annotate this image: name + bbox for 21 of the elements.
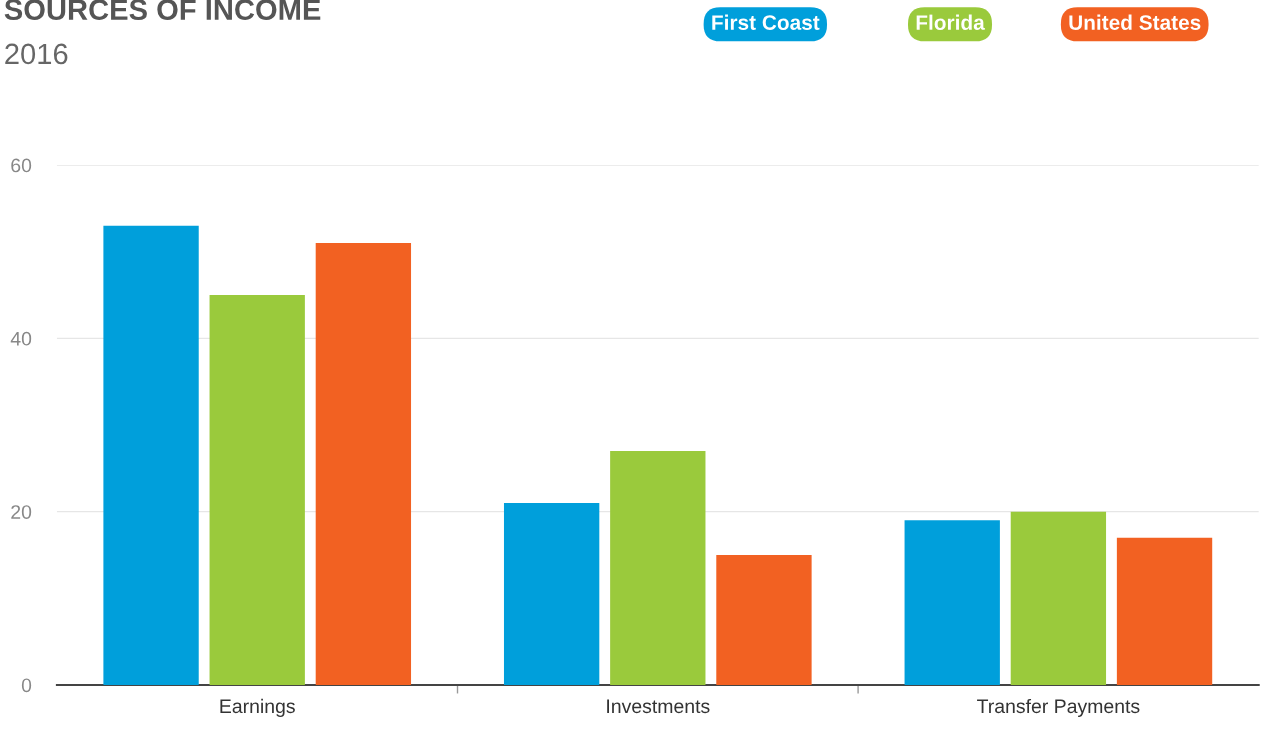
bar: [315, 243, 412, 685]
bar: [904, 520, 1000, 685]
y-tick-label: 0: [21, 678, 32, 693]
text: Florida: [916, 14, 985, 30]
bar: [716, 555, 812, 685]
x-tick-label: Transfer Payments: [977, 698, 1140, 717]
y-tick-label: 40: [10, 331, 32, 346]
bar: [610, 451, 706, 685]
bar: [1116, 537, 1213, 685]
y-tick-label: 60: [11, 158, 32, 173]
y-tick-label: 20: [11, 505, 32, 519]
bar: [503, 503, 600, 685]
bar: [103, 225, 199, 685]
chart-subtitle: 2016: [5, 43, 68, 65]
text: First Coast: [712, 14, 820, 30]
x-tick-label: Investments: [607, 699, 710, 714]
chart-title: SOURCES OF INCOME: [4, 0, 321, 21]
bar: [1010, 511, 1107, 685]
x-tick-label: Earnings: [220, 698, 295, 717]
bar: [209, 295, 305, 685]
text: United States: [1069, 14, 1201, 30]
